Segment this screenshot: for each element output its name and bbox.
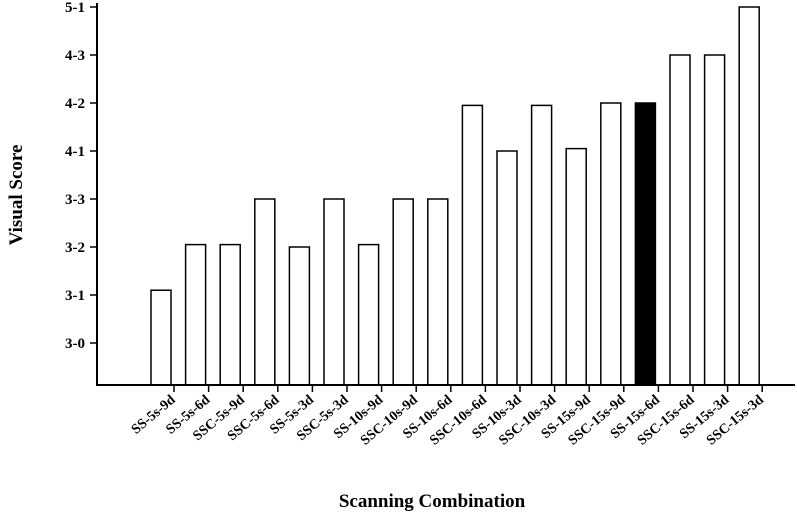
bar-ss-10s-6d xyxy=(427,198,449,386)
bar-ssc-10s-9d xyxy=(392,198,414,386)
y-tick-label: 4-1 xyxy=(65,144,85,160)
y-tick-label: 3-2 xyxy=(65,240,85,256)
y-ticks-group: 3-0 3-1 3-2 3-3 4-1 4-2 4-3 5-1 xyxy=(65,0,97,352)
x-axis-title: Scanning Combination xyxy=(339,491,526,512)
y-tick-label: 3-0 xyxy=(65,336,85,352)
bar-ss-5s-9d xyxy=(150,289,172,386)
bar-ssc-15s-9d xyxy=(600,102,622,386)
bar-ssc-15s-6d xyxy=(669,54,691,386)
bar-ss-15s-6d xyxy=(634,102,657,386)
bar-ss-15s-3d xyxy=(703,54,726,386)
y-axis-title: Visual Score xyxy=(6,145,27,246)
x-ticks-group: SS-5s-9dSS-5s-6dSSC-5s-9dSSC-5s-6dSS-5s-… xyxy=(129,385,767,449)
bar-ssc-5s-3d xyxy=(323,198,345,386)
bar-ss-10s-9d xyxy=(357,243,380,386)
y-tick-label: 4-2 xyxy=(65,96,85,112)
bars-group xyxy=(150,6,760,386)
bar-ssc-5s-9d xyxy=(219,243,241,386)
bar-ssc-10s-6d xyxy=(461,104,484,386)
bar-ss-5s-3d xyxy=(288,246,311,386)
bar-ss-15s-9d xyxy=(565,147,587,386)
bar-ssc-5s-6d xyxy=(254,198,276,386)
y-tick-label: 4-3 xyxy=(65,48,85,64)
bar-ss-5s-6d xyxy=(184,243,207,386)
y-tick-label: 3-3 xyxy=(65,192,85,208)
y-tick-label: 3-1 xyxy=(65,288,85,304)
bar-ss-10s-3d xyxy=(496,150,518,386)
bar-ssc-10s-3d xyxy=(530,104,553,386)
bar-ssc-15s-3d xyxy=(738,6,760,386)
y-tick-label: 5-1 xyxy=(65,0,85,16)
